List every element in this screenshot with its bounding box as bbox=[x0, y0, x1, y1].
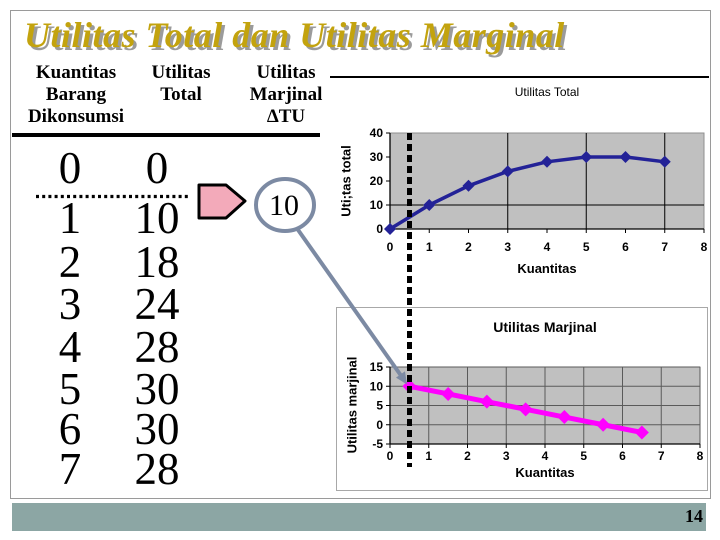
table-header-col-utilitas-marjinal: Utilitas Marjinal ΔTU bbox=[236, 62, 336, 128]
header-line: Total bbox=[160, 84, 202, 105]
svg-text:8: 8 bbox=[697, 449, 704, 463]
svg-text:4: 4 bbox=[544, 240, 551, 254]
svg-text:7: 7 bbox=[661, 240, 668, 254]
data-point-diamond bbox=[518, 402, 533, 417]
total-utility-value: 24 bbox=[134, 279, 180, 329]
x-axis-label: Kuantitas bbox=[517, 261, 577, 276]
header-line: Marjinal bbox=[249, 84, 323, 105]
header-line: Utilitas bbox=[151, 62, 211, 83]
svg-text:30: 30 bbox=[370, 150, 384, 164]
svg-text:10: 10 bbox=[370, 379, 384, 393]
svg-text:0: 0 bbox=[387, 240, 394, 254]
quantity-value: 4 bbox=[58, 322, 82, 372]
data-point-diamond bbox=[619, 151, 632, 163]
total-utility-value: 28 bbox=[134, 322, 180, 372]
header-line: Utilitas bbox=[256, 62, 316, 83]
svg-text:10: 10 bbox=[370, 198, 384, 212]
data-point-diamond bbox=[501, 165, 514, 178]
data-point-diamond bbox=[462, 179, 475, 192]
table-header-col-utilitas-total: Utilitas Total bbox=[134, 62, 228, 106]
slide-title: Utilitas Total dan Utilitas Marginal bbox=[24, 15, 565, 55]
quantity-value: 0 bbox=[58, 143, 82, 193]
chart-title: Utilitas Marjinal bbox=[493, 319, 597, 335]
svg-text:5: 5 bbox=[376, 399, 383, 413]
svg-text:7: 7 bbox=[658, 449, 665, 463]
svg-text:0: 0 bbox=[387, 449, 394, 463]
quantity-value: 2 bbox=[58, 237, 82, 287]
page-number: 14 bbox=[685, 506, 703, 526]
data-point-diamond bbox=[441, 386, 456, 401]
slide-border bbox=[10, 10, 711, 499]
header-line: ΔTU bbox=[266, 106, 306, 127]
svg-text:5: 5 bbox=[580, 449, 587, 463]
svg-text:3: 3 bbox=[504, 240, 511, 254]
total-utility-value: 30 bbox=[134, 404, 180, 454]
data-point-diamond bbox=[658, 155, 671, 168]
chart-title: Utilitas Total bbox=[514, 85, 580, 99]
footer-bar: 14 bbox=[12, 503, 706, 531]
svg-text:6: 6 bbox=[619, 449, 626, 463]
total-utility-value: 10 bbox=[134, 193, 180, 243]
svg-text:20: 20 bbox=[370, 174, 384, 188]
svg-text:2: 2 bbox=[465, 240, 472, 254]
svg-text:40: 40 bbox=[370, 126, 384, 140]
header-line: Barang bbox=[45, 84, 107, 105]
y-axis-label: Uti;tas total bbox=[338, 145, 354, 217]
total-utility-value: 18 bbox=[134, 237, 180, 287]
svg-text:15: 15 bbox=[370, 360, 384, 374]
svg-text:6: 6 bbox=[622, 240, 629, 254]
marginal-utility-chart: Utilitas Marjinal Utilitas marjinal Kuan… bbox=[336, 307, 708, 491]
data-point-diamond bbox=[541, 155, 553, 168]
total-utility-value: 0 bbox=[145, 143, 169, 193]
table-header-underline bbox=[12, 133, 320, 137]
svg-text:2: 2 bbox=[464, 449, 471, 463]
svg-text:1: 1 bbox=[426, 240, 433, 254]
data-point-diamond bbox=[557, 410, 572, 425]
total-utility-value: 28 bbox=[134, 444, 180, 494]
quantity-value: 5 bbox=[58, 364, 82, 414]
data-point-diamond bbox=[634, 425, 649, 440]
data-point-diamond bbox=[596, 417, 611, 432]
quantity-value: 6 bbox=[58, 404, 82, 454]
svg-text:-5: -5 bbox=[372, 437, 383, 451]
header-line: Dikonsumsi bbox=[27, 106, 125, 127]
svg-text:5: 5 bbox=[583, 240, 590, 254]
header-line: Kuantitas bbox=[35, 62, 117, 83]
data-point-diamond bbox=[479, 394, 494, 409]
chart-frame-top-border bbox=[330, 76, 709, 78]
svg-text:0: 0 bbox=[376, 418, 383, 432]
data-point-diamond bbox=[423, 199, 436, 211]
quantity-value: 1 bbox=[58, 193, 82, 243]
quantity-value: 7 bbox=[58, 444, 82, 494]
y-axis-label: Utilitas marjinal bbox=[344, 356, 360, 454]
svg-text:0: 0 bbox=[376, 222, 383, 236]
quantity-value: 3 bbox=[58, 279, 82, 329]
svg-text:1: 1 bbox=[425, 449, 432, 463]
x-axis-label: Kuantitas bbox=[515, 465, 575, 480]
svg-text:3: 3 bbox=[503, 449, 510, 463]
total-utility-chart: Utilitas Total Uti;tas total Kuantitas 0… bbox=[330, 77, 709, 297]
svg-text:4: 4 bbox=[542, 449, 549, 463]
table-header-col-kuantitas: Kuantitas Barang Dikonsumsi bbox=[9, 62, 143, 128]
total-utility-value: 30 bbox=[134, 364, 180, 414]
svg-text:8: 8 bbox=[701, 240, 708, 254]
data-point-diamond bbox=[580, 151, 593, 163]
